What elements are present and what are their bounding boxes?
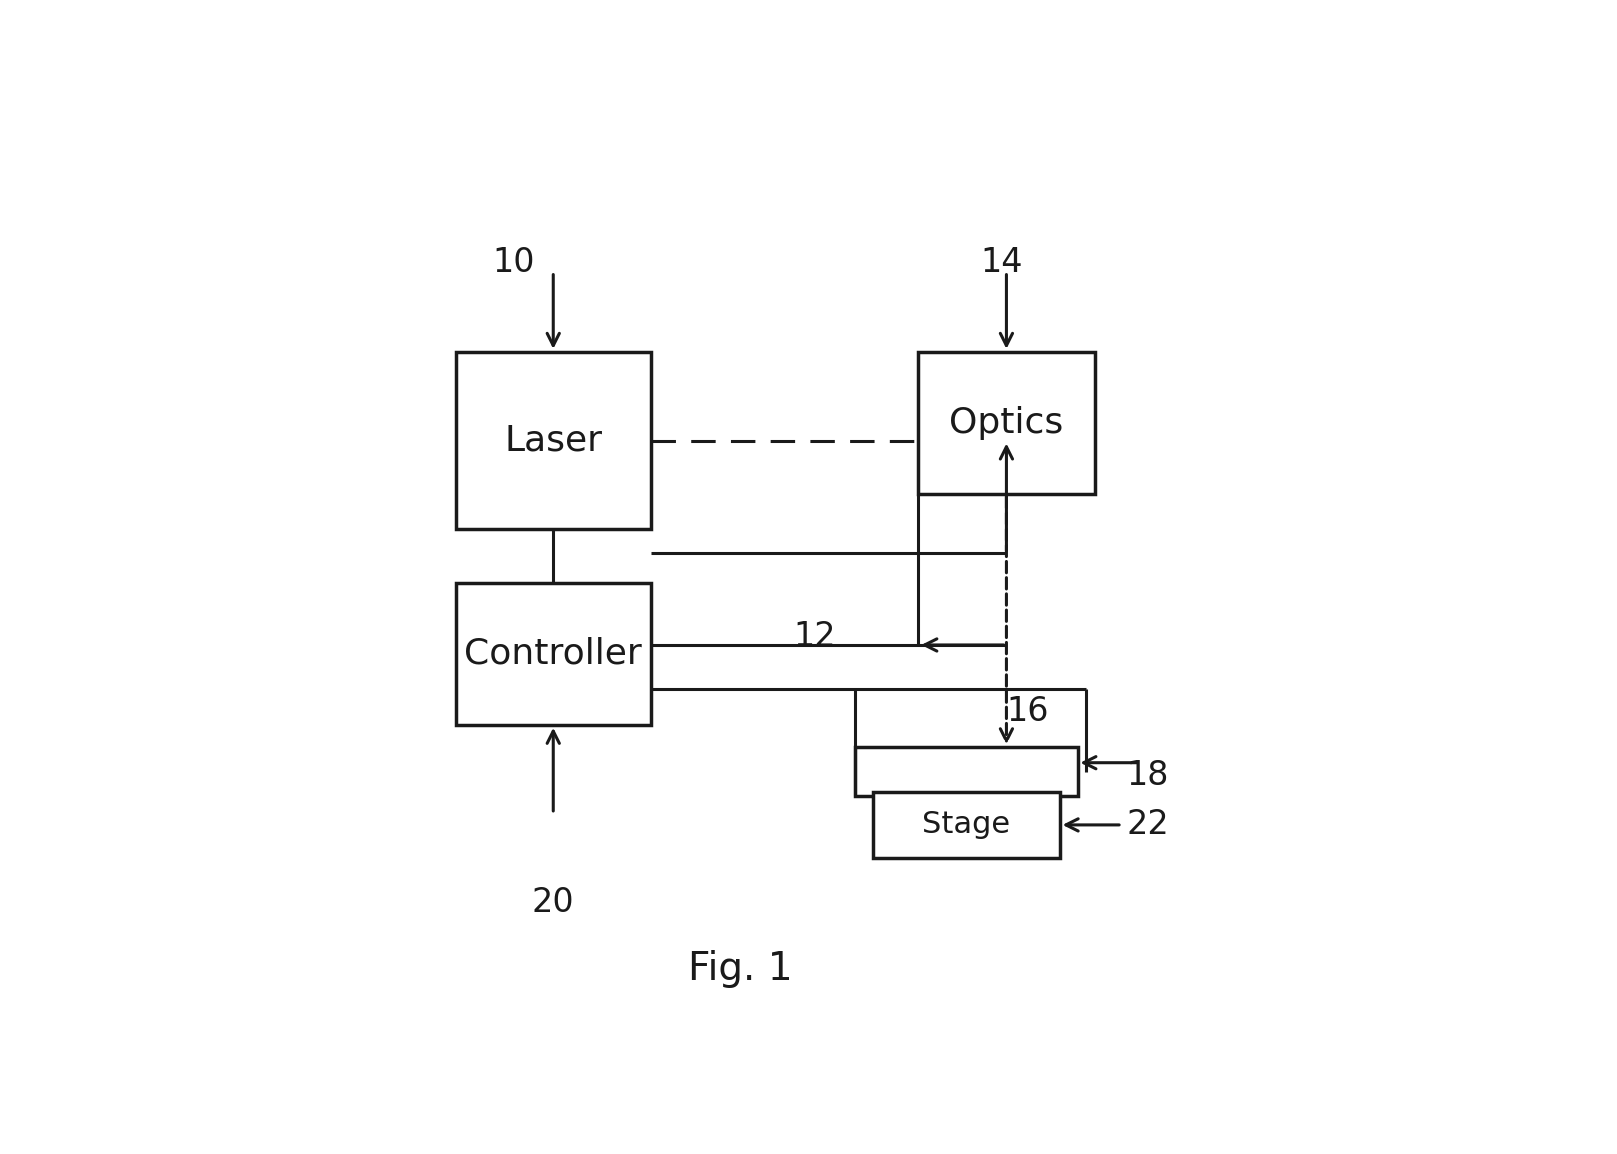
Bar — [456, 352, 652, 530]
Bar — [456, 583, 652, 725]
Bar — [855, 747, 1077, 796]
Text: Controller: Controller — [464, 637, 642, 670]
Bar — [917, 352, 1095, 494]
Text: Laser: Laser — [505, 424, 602, 458]
Text: Fig. 1: Fig. 1 — [687, 950, 792, 988]
Bar — [873, 792, 1059, 859]
Text: 18: 18 — [1127, 759, 1169, 792]
Text: 20: 20 — [532, 886, 574, 919]
Text: Stage: Stage — [922, 810, 1011, 839]
Text: 16: 16 — [1006, 695, 1049, 728]
Text: Optics: Optics — [949, 406, 1064, 440]
Text: 14: 14 — [982, 247, 1024, 279]
Text: 22: 22 — [1127, 808, 1169, 841]
Text: 12: 12 — [794, 620, 836, 652]
Text: 10: 10 — [492, 247, 535, 279]
